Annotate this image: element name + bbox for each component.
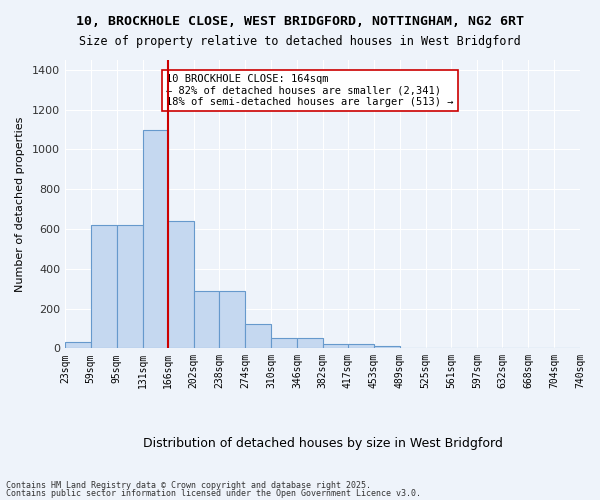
Text: Contains HM Land Registry data © Crown copyright and database right 2025.: Contains HM Land Registry data © Crown c… — [6, 481, 371, 490]
Bar — [323, 344, 349, 348]
Bar — [167, 221, 194, 348]
Bar — [143, 130, 169, 348]
Bar — [348, 344, 374, 348]
Y-axis label: Number of detached properties: Number of detached properties — [15, 116, 25, 292]
Text: 10 BROCKHOLE CLOSE: 164sqm
← 82% of detached houses are smaller (2,341)
18% of s: 10 BROCKHOLE CLOSE: 164sqm ← 82% of deta… — [166, 74, 454, 107]
Text: Size of property relative to detached houses in West Bridgford: Size of property relative to detached ho… — [79, 35, 521, 48]
Bar — [194, 290, 220, 348]
Bar — [116, 225, 143, 348]
Bar — [245, 324, 271, 348]
Bar — [91, 225, 116, 348]
Text: 10, BROCKHOLE CLOSE, WEST BRIDGFORD, NOTTINGHAM, NG2 6RT: 10, BROCKHOLE CLOSE, WEST BRIDGFORD, NOT… — [76, 15, 524, 28]
Bar — [220, 290, 245, 348]
Text: Contains public sector information licensed under the Open Government Licence v3: Contains public sector information licen… — [6, 488, 421, 498]
X-axis label: Distribution of detached houses by size in West Bridgford: Distribution of detached houses by size … — [143, 437, 502, 450]
Bar — [374, 346, 400, 348]
Bar — [271, 338, 297, 348]
Bar — [297, 338, 323, 348]
Bar — [65, 342, 91, 348]
